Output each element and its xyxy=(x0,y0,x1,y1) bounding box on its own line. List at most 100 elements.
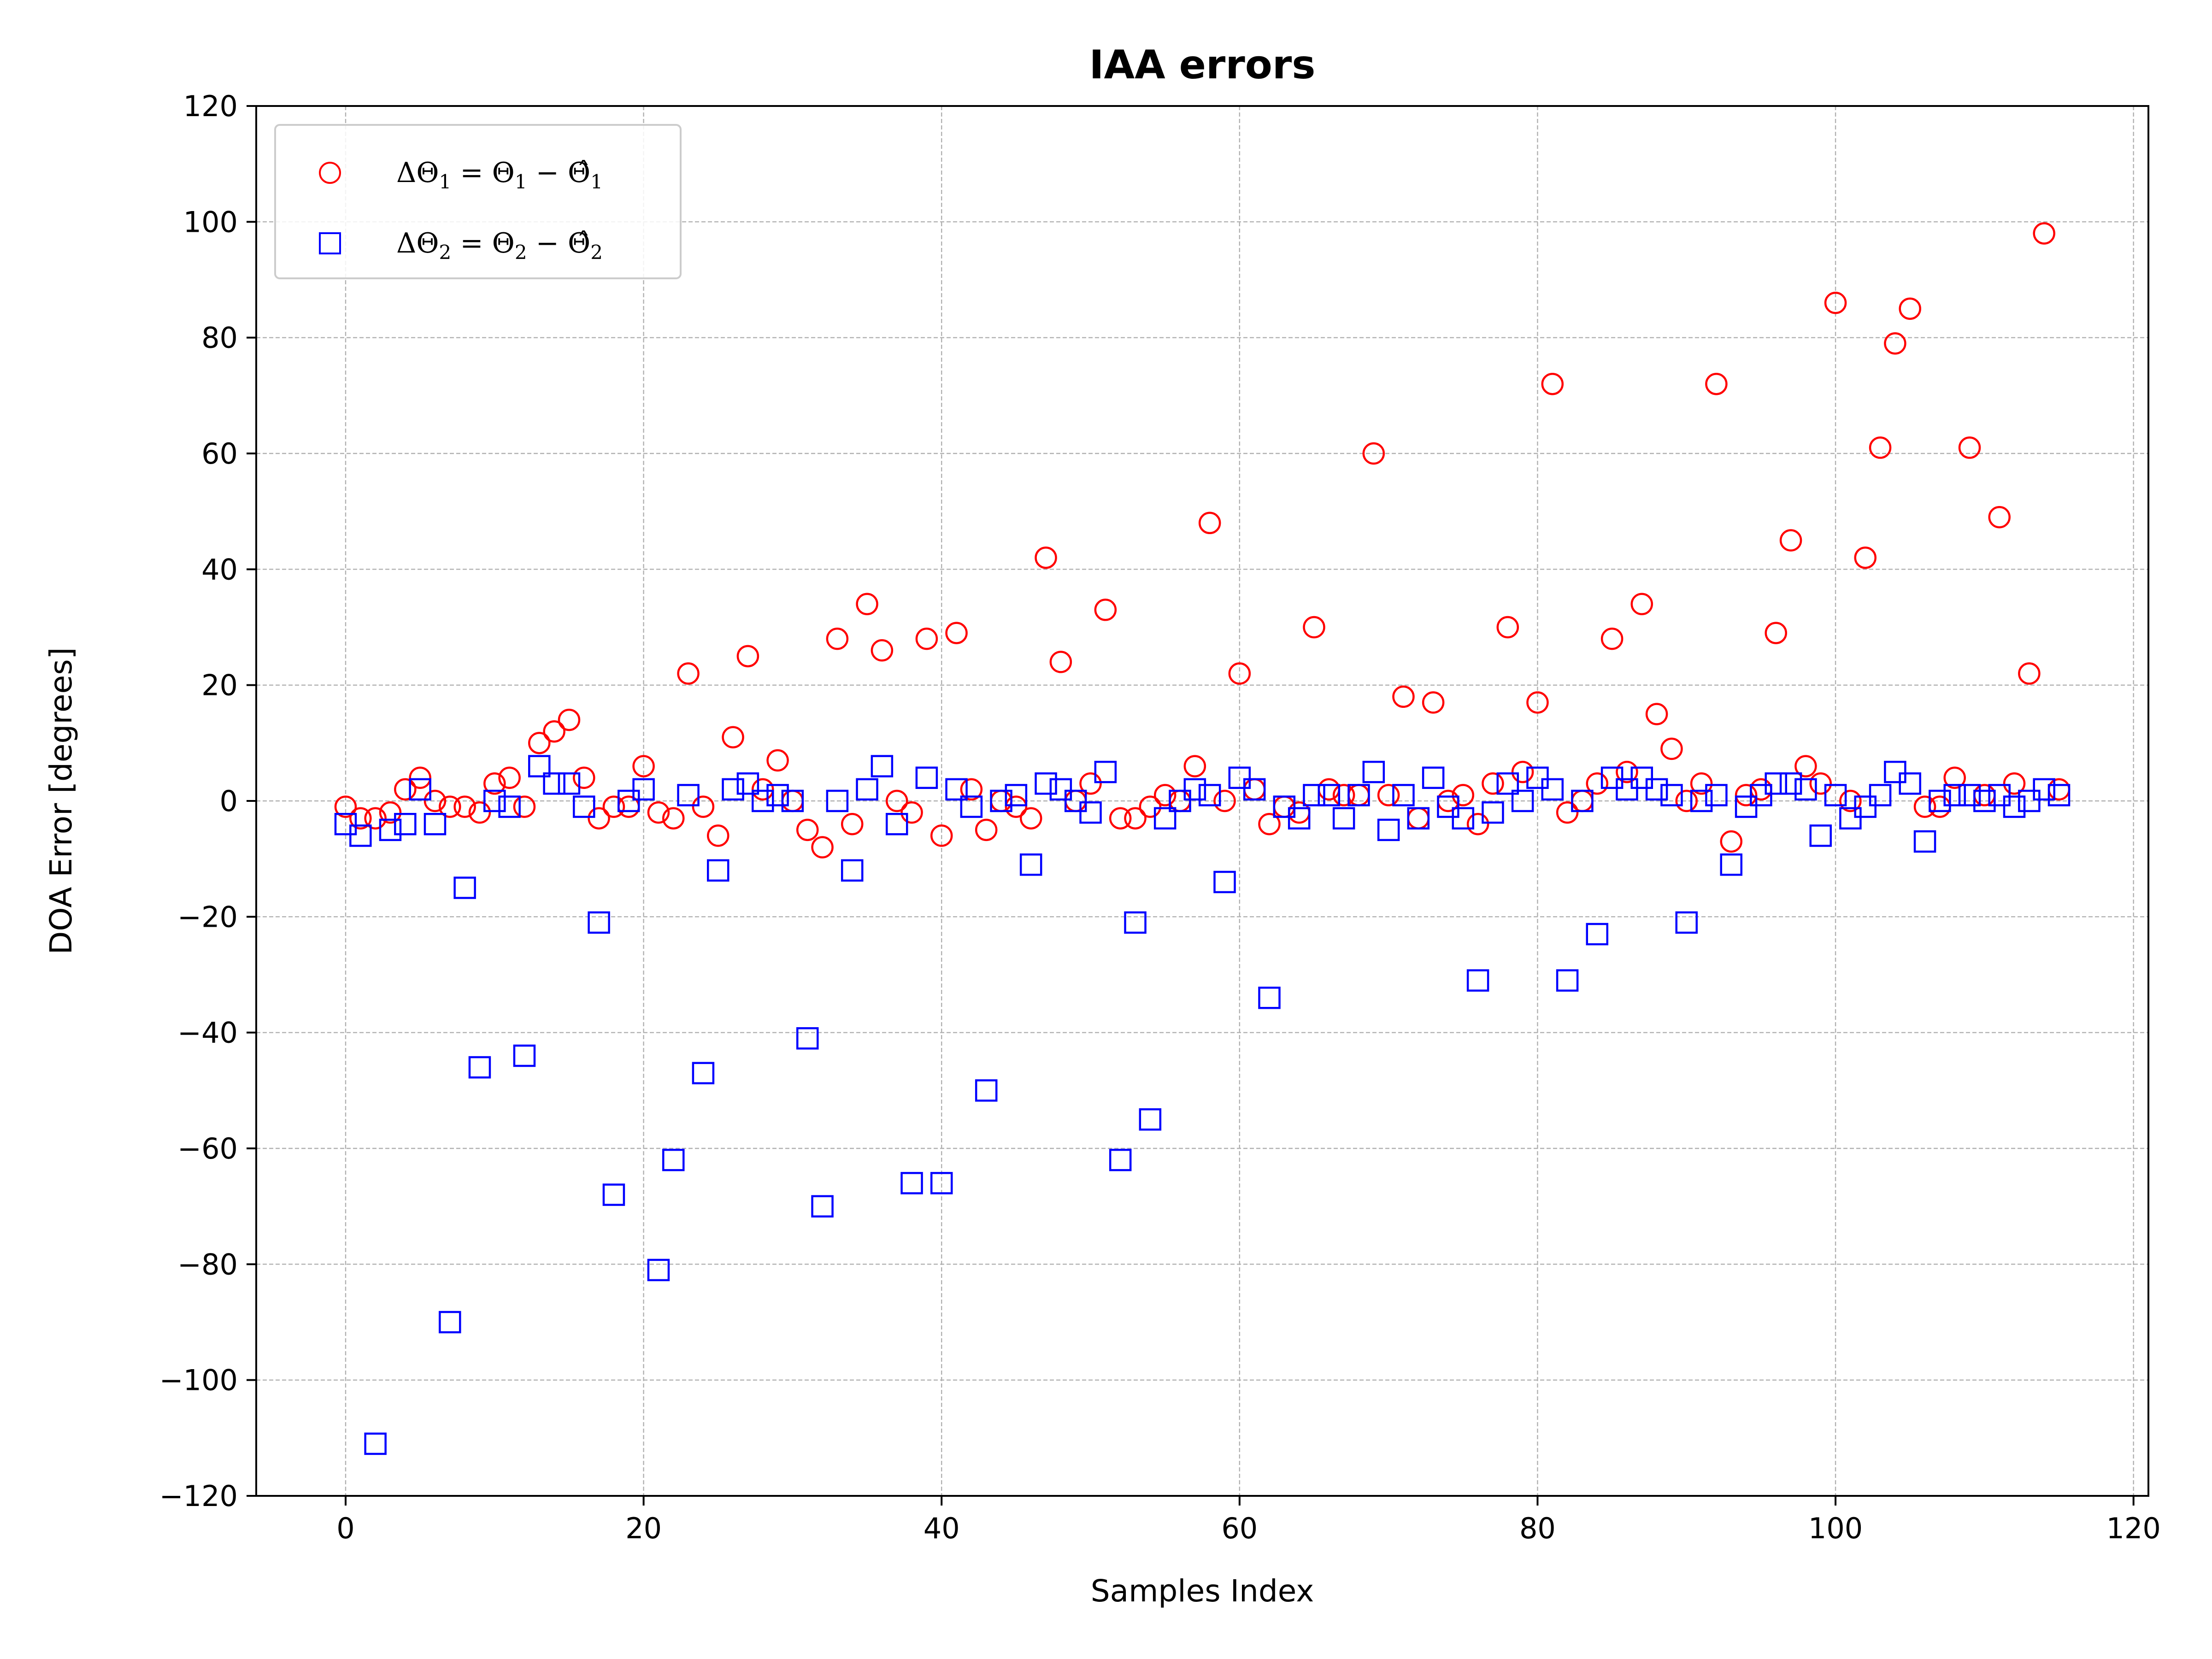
legend-marker-square xyxy=(319,232,341,254)
data-point xyxy=(1019,807,1042,830)
data-point xyxy=(1213,871,1236,894)
data-point xyxy=(2018,789,2041,812)
data-point xyxy=(707,824,729,847)
data-point xyxy=(1675,789,1698,812)
data-point xyxy=(677,662,700,685)
data-point xyxy=(751,789,774,812)
data-point xyxy=(692,1062,715,1084)
data-point xyxy=(453,877,476,899)
data-point xyxy=(1779,772,1802,795)
legend-label-part: Θ̂ xyxy=(568,157,590,189)
data-point xyxy=(1362,760,1385,783)
data-point xyxy=(1407,807,1430,830)
data-point xyxy=(856,778,878,801)
data-point xyxy=(1809,824,1832,847)
data-point xyxy=(662,807,685,830)
data-point xyxy=(394,813,417,835)
legend: ΔΘ1 = Θ1 − Θ̂1 ΔΘ2 = Θ2 − Θ̂2 xyxy=(274,124,682,279)
data-point xyxy=(722,778,744,801)
data-point xyxy=(573,766,595,789)
y-tick-label: −60 xyxy=(177,1132,238,1165)
data-point xyxy=(1556,969,1579,992)
data-point xyxy=(2033,778,2055,801)
data-point xyxy=(2033,222,2055,245)
data-point xyxy=(468,1056,491,1079)
legend-label-part: − xyxy=(527,157,568,189)
y-tick-label: −20 xyxy=(177,900,238,934)
data-point xyxy=(1198,784,1221,806)
data-point xyxy=(930,1172,953,1194)
data-point xyxy=(736,645,759,668)
y-tick-label: 100 xyxy=(183,205,238,239)
data-point xyxy=(826,789,849,812)
data-point xyxy=(1884,760,1906,783)
data-point xyxy=(1243,778,1266,801)
data-point xyxy=(1824,292,1847,314)
data-point xyxy=(1228,662,1251,685)
data-point xyxy=(1660,784,1683,806)
data-point xyxy=(1422,691,1445,714)
data-point xyxy=(379,818,402,841)
data-point xyxy=(1139,795,1162,818)
data-point xyxy=(543,772,565,795)
data-point xyxy=(871,755,894,777)
data-point xyxy=(439,795,461,818)
data-point xyxy=(766,749,789,772)
data-point xyxy=(1169,789,1191,812)
data-point xyxy=(1213,789,1236,812)
data-point xyxy=(1630,593,1653,615)
data-point xyxy=(453,795,476,818)
axis-ticks: 0 20 40 60 80 100 120−120−100−80−60−40−2002040… xyxy=(159,89,2161,1545)
data-point xyxy=(1005,784,1028,806)
data-point xyxy=(1258,987,1281,1009)
data-point xyxy=(379,801,402,824)
data-point xyxy=(1466,969,1489,992)
data-point xyxy=(334,813,357,835)
data-point xyxy=(1973,789,1996,812)
data-point xyxy=(1183,778,1206,801)
x-tick-label: 80 xyxy=(1519,1512,1556,1545)
data-point xyxy=(1854,546,1877,569)
data-point xyxy=(483,772,506,795)
data-point xyxy=(781,789,804,812)
data-point xyxy=(2003,795,2026,818)
data-point xyxy=(1958,436,1981,459)
data-point xyxy=(1243,778,1266,801)
data-point xyxy=(1943,766,1966,789)
data-point xyxy=(915,627,938,650)
data-point xyxy=(1094,760,1117,783)
x-tick-label: 40 xyxy=(924,1512,960,1545)
data-point xyxy=(1452,784,1475,806)
y-tick-label: −80 xyxy=(177,1247,238,1281)
data-point xyxy=(647,1259,670,1282)
legend-label-series-2: ΔΘ2 = Θ2 − Θ̂2 xyxy=(396,227,603,264)
x-tick-label: 100 xyxy=(1808,1512,1863,1545)
data-point xyxy=(1600,627,1624,650)
data-point xyxy=(2047,784,2071,806)
data-point xyxy=(811,836,834,859)
data-point xyxy=(1735,795,1758,818)
grid xyxy=(256,105,2148,1497)
y-tick-label: −100 xyxy=(159,1364,238,1397)
legend-label-subscript: 2 xyxy=(590,241,603,264)
data-point xyxy=(1228,766,1251,789)
y-tick-label: 60 xyxy=(201,437,238,471)
data-point xyxy=(1884,332,1906,355)
y-tick-label: 0 xyxy=(220,784,238,818)
data-point xyxy=(558,708,581,731)
data-point xyxy=(364,807,387,830)
data-point xyxy=(1407,807,1430,830)
data-point xyxy=(707,859,729,882)
data-point xyxy=(1139,1108,1162,1131)
y-tick-label: 80 xyxy=(201,321,238,355)
data-point xyxy=(1913,795,1936,818)
data-point xyxy=(2003,772,2026,795)
data-point xyxy=(1273,795,1296,818)
data-point xyxy=(1854,795,1877,818)
data-point xyxy=(1377,784,1400,806)
legend-label-series-1: ΔΘ1 = Θ1 − Θ̂1 xyxy=(396,157,603,193)
data-point xyxy=(1765,772,1787,795)
data-point xyxy=(1258,813,1281,835)
data-point xyxy=(1094,599,1117,621)
data-point xyxy=(930,824,953,847)
